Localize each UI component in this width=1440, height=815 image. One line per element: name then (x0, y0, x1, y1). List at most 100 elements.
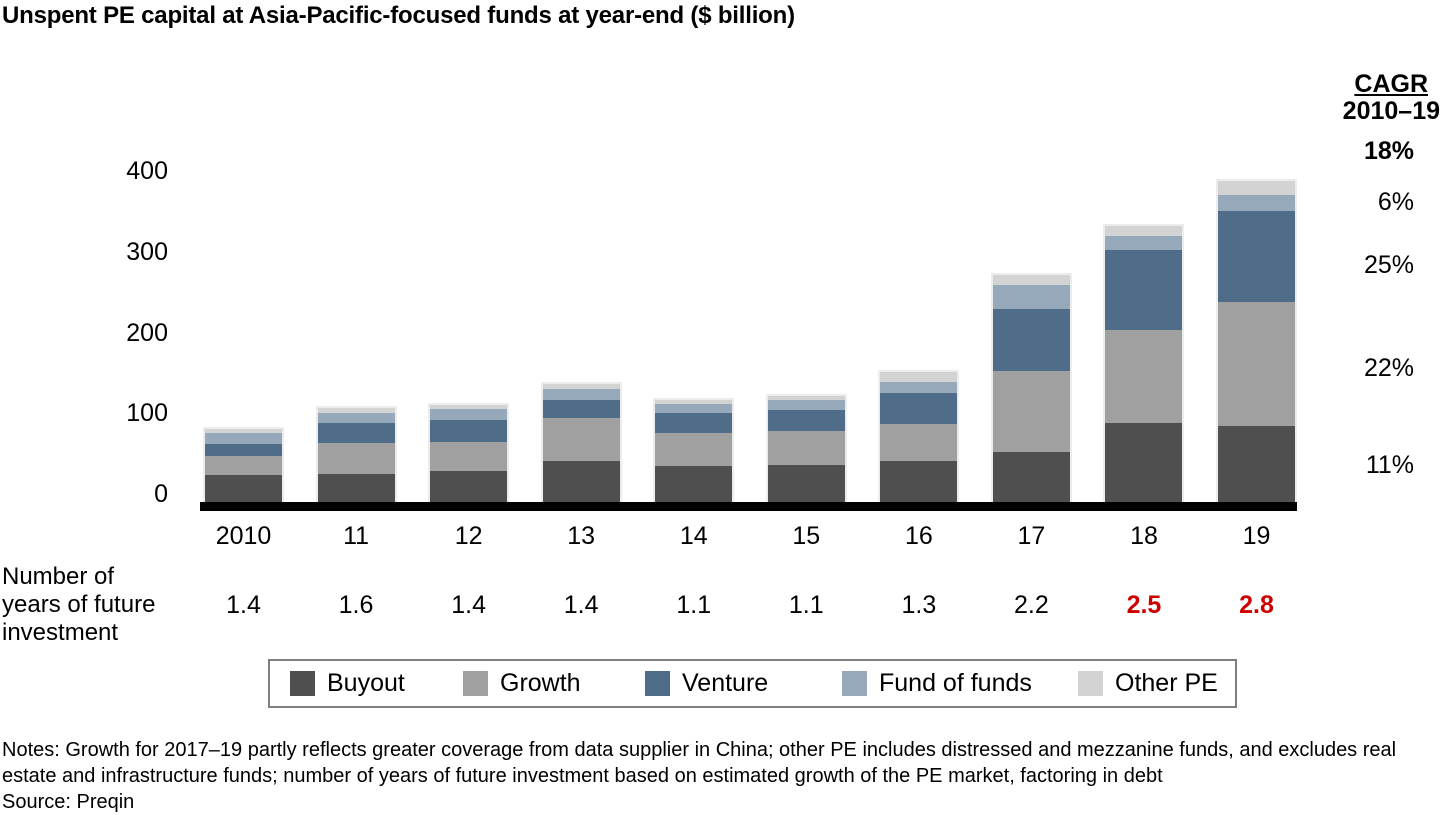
x-axis-label-19: 19 (1242, 522, 1271, 550)
y-axis-tick-label: 100 (126, 399, 168, 428)
bar-17 (990, 273, 1072, 504)
bar-segment-growth-2010 (205, 455, 282, 475)
bar-segment-venture-13 (542, 400, 620, 419)
bar-segment-venture-11 (317, 423, 395, 444)
bar-segment-venture-19 (1218, 210, 1296, 302)
x-axis-label-11: 11 (343, 522, 370, 550)
bar-segment-growth-18 (1105, 329, 1183, 424)
bar-19 (1216, 178, 1298, 504)
bar-13 (540, 381, 622, 504)
bar-segment-growth-13 (542, 418, 620, 461)
x-axis-label-12: 12 (454, 522, 483, 550)
y-axis-tick-label: 200 (126, 318, 168, 347)
bar-segment-fund-of-funds-2010 (205, 433, 282, 445)
bar-segment-venture-14 (655, 413, 733, 434)
cagr-column: CAGR 2010–19 18% 6% 25% 22% 11% (1240, 0, 1440, 520)
bar-segment-buyout-13 (542, 460, 620, 502)
bar-segment-fund-of-funds-11 (317, 412, 395, 424)
bar-14 (653, 398, 735, 504)
legend-swatch-buyout (290, 671, 315, 696)
x-axis-line (200, 502, 1297, 511)
bar-segment-fund-of-funds-16 (880, 382, 958, 393)
bar-segment-other-pe-17 (992, 275, 1070, 286)
bar-segment-buyout-18 (1105, 423, 1183, 502)
legend-swatch-fund-of-funds (842, 671, 867, 696)
bar-segment-growth-19 (1218, 301, 1296, 426)
bar-segment-growth-17 (992, 371, 1070, 453)
years-value-17: 2.2 (1014, 591, 1049, 619)
x-axis-label-18: 18 (1130, 522, 1158, 550)
bar-segment-other-pe-19 (1218, 180, 1296, 195)
legend-swatch-venture (645, 671, 670, 696)
bar-segment-other-pe-12 (430, 405, 508, 410)
years-value-2010: 1.4 (226, 591, 261, 619)
y-axis-tick-label: 0 (154, 480, 168, 508)
cagr-total-value: 18% (1363, 137, 1414, 165)
bar-segment-venture-16 (880, 392, 958, 425)
legend-label-venture: Venture (682, 669, 769, 697)
years-row-label: Number of years of future investment (2, 563, 156, 646)
source-text: Source: Preqin (2, 791, 135, 813)
bar-segment-buyout-12 (430, 471, 508, 502)
legend-swatch-growth (463, 671, 488, 696)
bar-segment-other-pe-14 (655, 400, 733, 405)
bar-segment-buyout-14 (655, 466, 733, 502)
bar-segment-venture-12 (430, 420, 508, 443)
bar-12 (428, 403, 510, 504)
legend-label-growth: Growth (500, 669, 581, 697)
bar-segment-growth-14 (655, 433, 733, 467)
bar-segment-fund-of-funds-13 (542, 388, 620, 401)
years-value-14: 1.1 (676, 591, 712, 619)
cagr-period: 2010–19 (1342, 97, 1440, 125)
x-axis-label-17: 17 (1017, 522, 1046, 550)
bar-segment-other-pe-16 (880, 372, 958, 382)
bar-segment-growth-15 (767, 430, 845, 465)
bar-segment-fund-of-funds-15 (767, 400, 845, 411)
legend-label-buyout: Buyout (327, 669, 405, 697)
legend-swatch-other-pe (1078, 671, 1103, 696)
x-axis-label-13: 13 (567, 522, 596, 550)
bar-segment-venture-2010 (205, 444, 282, 456)
bar-segment-fund-of-funds-18 (1105, 236, 1183, 250)
legend-label-fund-of-funds: Fund of funds (879, 669, 1032, 697)
cagr-header: CAGR (1354, 70, 1428, 98)
bar-2010 (203, 427, 284, 504)
bar-segment-fund-of-funds-14 (655, 404, 733, 414)
bar-segment-other-pe-15 (767, 396, 845, 401)
bar-segment-other-pe-18 (1105, 226, 1183, 237)
cagr-value-buyout: 11% (1365, 451, 1414, 479)
bar-segment-growth-16 (880, 424, 958, 462)
bar-segment-growth-12 (430, 442, 508, 472)
x-axis-label-2010: 2010 (215, 522, 272, 550)
years-value-18: 2.5 (1126, 591, 1162, 619)
bar-segment-fund-of-funds-17 (992, 285, 1070, 310)
bar-segment-buyout-19 (1218, 425, 1296, 502)
y-axis-tick-label: 300 (126, 237, 168, 266)
bar-15 (765, 394, 847, 504)
footnotes: Notes: Growth for 2017–19 partly reflect… (2, 737, 1439, 815)
years-value-12: 1.4 (451, 591, 486, 619)
years-value-15: 1.1 (788, 591, 824, 619)
x-axis-label-15: 15 (792, 522, 821, 550)
cagr-value-growth: 22% (1363, 354, 1414, 382)
years-value-16: 1.3 (901, 591, 937, 619)
bar-segment-buyout-2010 (205, 474, 282, 502)
x-axis-label-16: 16 (904, 522, 933, 550)
bar-segment-venture-17 (992, 309, 1070, 372)
years-value-13: 1.4 (563, 591, 599, 619)
bar-segment-buyout-16 (880, 461, 958, 502)
bar-segment-other-pe-2010 (205, 429, 282, 434)
cagr-value-fund-of-funds-other-pe: 6% (1377, 188, 1414, 216)
cagr-value-venture: 25% (1363, 251, 1414, 279)
bar-segment-other-pe-13 (542, 383, 620, 389)
bar-16 (878, 370, 960, 504)
bar-segment-fund-of-funds-12 (430, 409, 508, 421)
bar-segment-venture-18 (1105, 249, 1183, 330)
chart-title: Unspent PE capital at Asia-Pacific-focus… (2, 2, 795, 29)
bar-segment-buyout-17 (992, 452, 1070, 502)
bar-segment-buyout-15 (767, 464, 845, 502)
years-value-19: 2.8 (1239, 591, 1274, 619)
bar-segment-buyout-11 (317, 473, 395, 502)
x-axis-label-14: 14 (679, 522, 708, 550)
legend: Buyout Growth Venture Fund of funds Other PE (268, 659, 1237, 708)
